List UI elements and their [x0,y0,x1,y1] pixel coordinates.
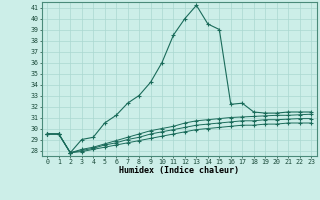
X-axis label: Humidex (Indice chaleur): Humidex (Indice chaleur) [119,166,239,175]
